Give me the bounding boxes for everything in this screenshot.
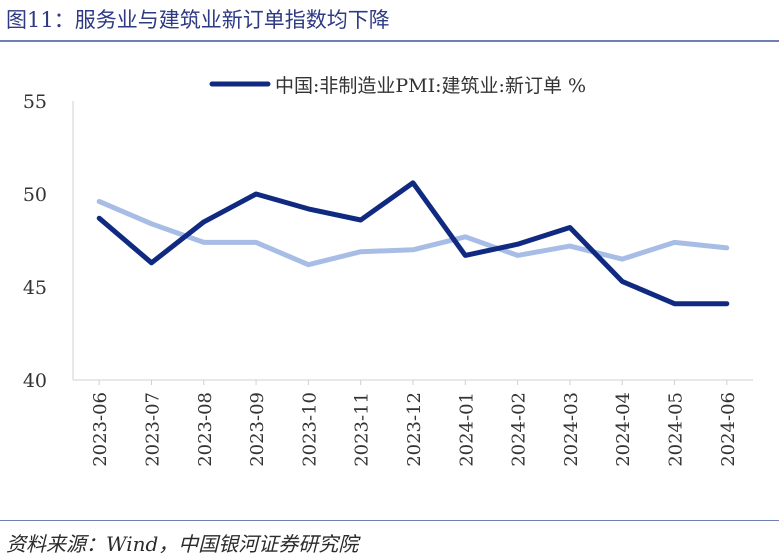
legend-label: 中国:非制造业PMI:建筑业:新订单 % (275, 75, 586, 97)
y-tick-labels: 40 45 50 55 (23, 91, 47, 392)
x-tick-label: 2024-04 (613, 392, 634, 467)
footer-rule (0, 520, 779, 521)
x-tick-label: 2024-02 (509, 392, 530, 467)
figure-title: 图11：服务业与建筑业新订单指数均下降 (6, 8, 390, 32)
series-lines (96, 180, 730, 307)
x-tick-label: 2023-10 (299, 392, 320, 467)
x-tick-labels: 2023-06 2023-07 2023-08 2023-09 2023-10 2023-… (90, 380, 739, 467)
y-tick-label: 50 (23, 184, 47, 206)
x-tick-label: 2024-01 (456, 392, 477, 467)
source-note: 资料来源：Wind，中国银河证券研究院 (6, 532, 359, 556)
x-tick-label: 2023-11 (352, 392, 373, 467)
x-tick-label: 2023-09 (247, 392, 268, 467)
legend: 中国:非制造业PMI:建筑业:新订单 % (209, 75, 586, 97)
x-tick-label: 2023-12 (404, 392, 425, 467)
y-tick-label: 45 (23, 277, 47, 299)
series-line-2 (96, 198, 730, 268)
x-tick-label: 2023-07 (142, 392, 163, 467)
series-line-1 (96, 180, 730, 307)
title-rule (0, 40, 779, 42)
y-tick-label: 55 (23, 91, 47, 113)
x-tick-label: 2023-08 (195, 392, 216, 467)
y-tick-label: 40 (23, 370, 47, 392)
x-tick-label: 2024-03 (561, 392, 582, 467)
x-tick-label: 2023-06 (90, 392, 111, 467)
x-tick-label: 2024-06 (718, 392, 739, 467)
x-tick-label: 2024-05 (666, 392, 687, 467)
